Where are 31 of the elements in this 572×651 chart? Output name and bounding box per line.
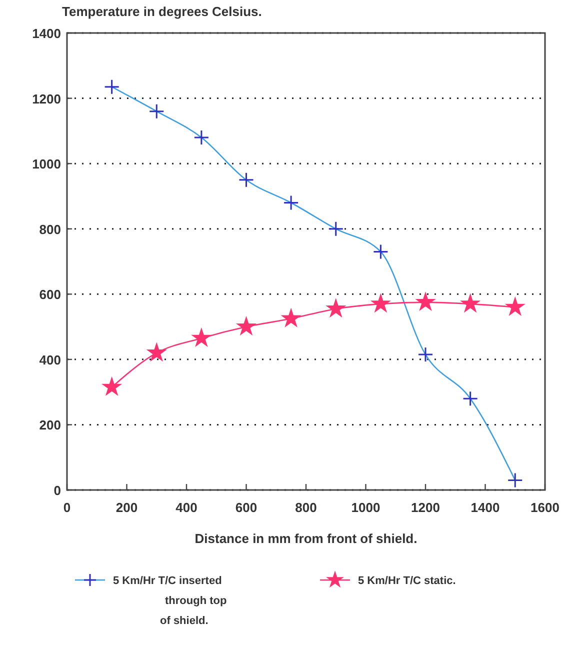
x-axis-title: Distance in mm from front of shield. [194,531,418,546]
y-tick-label: 800 [39,222,61,237]
chart-title: Temperature in degrees Celsius. [62,4,262,19]
point [148,344,166,360]
point [238,318,255,334]
point [192,329,210,346]
x-tick-label: 0 [63,500,71,515]
legend-label: 5 Km/Hr T/C static. [358,575,456,587]
point [506,298,524,315]
y-tick-label: 1200 [32,91,61,106]
y-tick-label: 400 [39,352,61,368]
point [372,294,390,312]
x-tick-label: 200 [116,500,138,515]
point [327,300,345,316]
point [103,378,121,395]
y-tick-label: 600 [39,287,61,302]
point [462,294,480,312]
y-tick-label: 0 [54,483,61,498]
y-tick-label: 200 [39,418,61,433]
y-tick-label: 1400 [32,26,61,41]
x-tick-label: 400 [176,500,198,515]
point [282,309,300,326]
x-tick-label: 1400 [470,500,500,515]
x-tick-label: 1600 [530,500,560,515]
point [416,293,434,310]
legend-label: 5 Km/Hr T/C inserted through top of shield. [113,575,227,627]
x-tick-label: 1000 [351,500,380,515]
x-tick-label: 600 [235,500,258,515]
y-tick-label: 1000 [32,156,61,172]
x-tick-label: 800 [295,500,317,515]
x-tick-label: 1200 [411,500,440,515]
